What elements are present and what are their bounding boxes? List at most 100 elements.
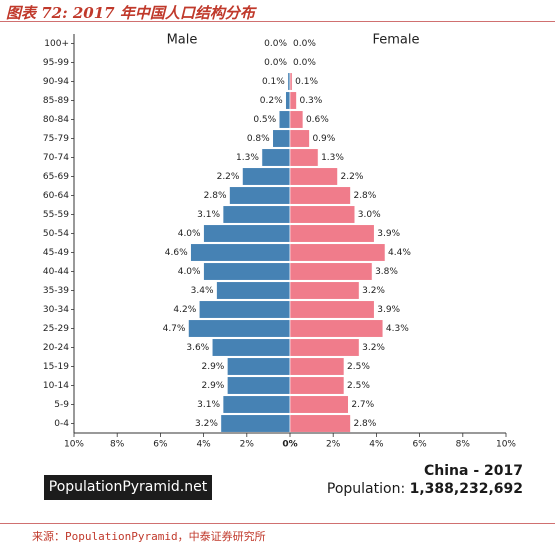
female-value-label: 0.0% [293, 58, 316, 68]
female-bar-75-79 [289, 129, 310, 148]
age-group-label: 30-34 [43, 305, 69, 315]
age-group-label: 70-74 [43, 153, 69, 163]
population-pyramid-chart: 0.0% 0.0% 100+ 0.0% 0.0% 95-99 0.1% 0.1% 90-94 0.… [43, 33, 517, 450]
male-bar-10-14 [227, 376, 291, 395]
male-bar-50-54 [203, 224, 291, 243]
age-group-label: 25-29 [43, 324, 69, 334]
female-bar-50-54 [289, 224, 375, 243]
female-bar-0-4 [289, 414, 351, 433]
age-group-label: 80-84 [43, 115, 69, 125]
male-bar-65-69 [242, 167, 291, 186]
male-value-label: 3.4% [191, 286, 214, 296]
female-bar-35-39 [289, 281, 360, 300]
male-value-label: 4.0% [178, 229, 201, 239]
female-value-label: 2.8% [353, 191, 376, 201]
male-value-label: 2.2% [217, 172, 240, 182]
female-bar-20-24 [289, 338, 360, 357]
male-bar-75-79 [272, 129, 291, 148]
male-bar-25-29 [188, 319, 291, 338]
male-bar-20-24 [211, 338, 291, 357]
male-bar-85-89 [285, 91, 291, 110]
x-tick-label: 10% [496, 440, 516, 450]
female-bar-45-49 [289, 243, 386, 262]
age-group-label: 10-14 [43, 381, 69, 391]
x-tick-label: 4% [196, 440, 211, 450]
figure-title: 图表 72: 2017 年中国人口结构分布 [6, 4, 255, 22]
x-tick-label: 8% [110, 440, 125, 450]
age-group-label: 5-9 [54, 400, 69, 410]
male-value-label: 3.1% [197, 210, 220, 220]
female-value-label: 4.4% [388, 248, 411, 258]
male-bar-15-19 [227, 357, 291, 376]
female-value-label: 0.0% [293, 39, 316, 49]
male-bar-40-44 [203, 262, 291, 281]
male-value-label: 4.7% [163, 324, 186, 334]
female-value-label: 0.3% [299, 96, 322, 106]
x-tick-label: 6% [412, 440, 427, 450]
female-value-label: 3.2% [362, 286, 385, 296]
age-group-label: 65-69 [43, 172, 69, 182]
male-value-label: 0.2% [260, 96, 283, 106]
source-note: 来源：PopulationPyramid，中泰证券研究所 [32, 530, 266, 543]
female-value-label: 0.6% [306, 115, 329, 125]
female-value-label: 2.5% [347, 362, 370, 372]
female-value-label: 2.2% [341, 172, 364, 182]
female-bar-80-84 [289, 110, 304, 129]
female-value-label: 2.8% [353, 419, 376, 429]
female-value-label: 3.9% [377, 305, 400, 315]
female-value-label: 3.9% [377, 229, 400, 239]
male-value-label: 0.5% [253, 115, 276, 125]
male-value-label: 2.9% [201, 362, 224, 372]
male-bar-30-34 [198, 300, 291, 319]
x-tick-label: 0% [282, 440, 297, 450]
brand-badge: PopulationPyramid.net [44, 475, 212, 500]
female-bar-10-14 [289, 376, 345, 395]
male-value-label: 0.0% [264, 39, 287, 49]
male-value-label: 0.1% [262, 77, 285, 87]
male-value-label: 0.0% [264, 58, 287, 68]
female-value-label: 3.2% [362, 343, 385, 353]
x-tick-label: 6% [153, 440, 168, 450]
female-value-label: 1.3% [321, 153, 344, 163]
age-group-label: 60-64 [43, 191, 69, 201]
male-series-label: Male [167, 33, 198, 48]
x-tick-label: 10% [64, 440, 84, 450]
male-value-label: 3.6% [186, 343, 209, 353]
population-label: Population: [326, 481, 406, 497]
female-bar-90-94 [289, 72, 293, 91]
age-group-label: 20-24 [43, 343, 69, 353]
male-bar-80-84 [278, 110, 291, 129]
male-bar-5-9 [222, 395, 291, 414]
male-value-label: 3.2% [195, 419, 218, 429]
x-tick-label: 2% [326, 440, 341, 450]
male-value-label: 0.8% [247, 134, 270, 144]
female-value-label: 4.3% [386, 324, 409, 334]
age-group-label: 85-89 [43, 96, 69, 106]
male-value-label: 2.8% [204, 191, 227, 201]
female-bar-65-69 [289, 167, 338, 186]
female-series-label: Female [372, 33, 419, 48]
female-value-label: 0.9% [312, 134, 335, 144]
x-tick-label: 4% [369, 440, 384, 450]
female-bar-55-59 [289, 205, 356, 224]
male-value-label: 1.3% [236, 153, 259, 163]
age-group-label: 40-44 [43, 267, 69, 277]
male-value-label: 4.6% [165, 248, 188, 258]
male-bar-35-39 [216, 281, 291, 300]
male-bar-90-94 [287, 72, 291, 91]
female-bar-25-29 [289, 319, 384, 338]
male-bar-0-4 [220, 414, 291, 433]
footer-divider [0, 523, 555, 524]
male-value-label: 4.2% [173, 305, 196, 315]
female-bar-5-9 [289, 395, 349, 414]
female-value-label: 2.7% [351, 400, 374, 410]
male-bar-45-49 [190, 243, 291, 262]
male-bar-55-59 [222, 205, 291, 224]
male-value-label: 4.0% [178, 267, 201, 277]
female-bar-70-74 [289, 148, 319, 167]
age-group-label: 35-39 [43, 286, 69, 296]
age-group-label: 50-54 [43, 229, 69, 239]
age-group-label: 95-99 [43, 58, 69, 68]
female-bar-85-89 [289, 91, 297, 110]
female-bar-40-44 [289, 262, 373, 281]
